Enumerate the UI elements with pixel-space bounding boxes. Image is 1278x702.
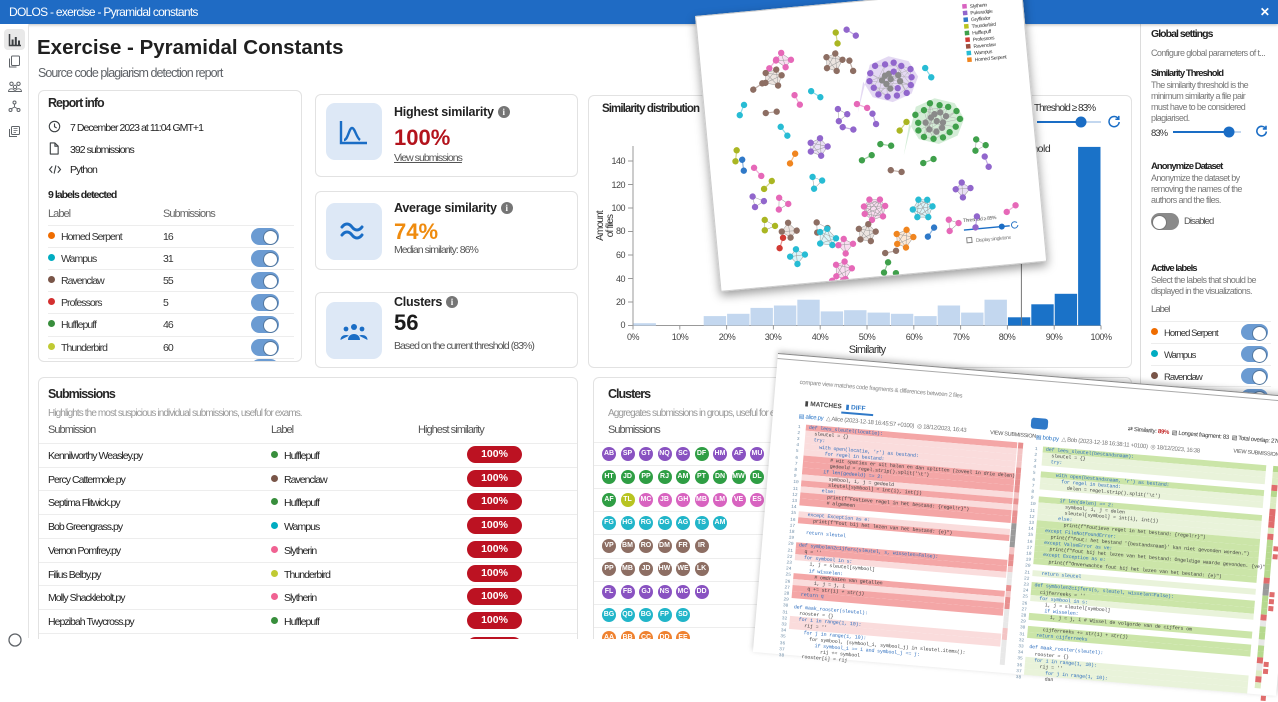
svg-text:Ravenclaw: Ravenclaw — [973, 42, 996, 50]
svg-text:90%: 90% — [1046, 332, 1063, 342]
svg-text:Display singletons: Display singletons — [975, 235, 1011, 244]
svg-text:0: 0 — [620, 320, 625, 330]
svg-text:Pukwudgie: Pukwudgie — [970, 9, 993, 17]
svg-text:Thunderbird: Thunderbird — [971, 22, 996, 30]
svg-text:80%: 80% — [999, 332, 1016, 342]
svg-text:Amount: Amount — [595, 210, 606, 241]
svg-text:Professors: Professors — [972, 35, 995, 43]
svg-text:10%: 10% — [672, 332, 689, 342]
svg-text:30%: 30% — [765, 332, 782, 342]
svg-text:40%: 40% — [812, 332, 829, 342]
svg-text:120: 120 — [611, 180, 625, 190]
svg-text:of files: of files — [605, 214, 616, 237]
svg-text:Threshold ≥ 85%: Threshold ≥ 85% — [962, 215, 997, 224]
svg-text:20: 20 — [616, 297, 626, 307]
svg-text:100: 100 — [611, 203, 625, 213]
svg-text:20%: 20% — [719, 332, 736, 342]
svg-text:Slytherin: Slytherin — [969, 2, 987, 10]
svg-text:60%: 60% — [906, 332, 923, 342]
svg-text:70%: 70% — [953, 332, 970, 342]
svg-text:140: 140 — [611, 156, 625, 166]
svg-text:Gryffindor: Gryffindor — [970, 15, 990, 23]
svg-text:40: 40 — [616, 274, 626, 284]
svg-text:60: 60 — [616, 250, 626, 260]
svg-text:100%: 100% — [1090, 332, 1112, 342]
svg-text:50%: 50% — [859, 332, 876, 342]
svg-text:80: 80 — [616, 226, 626, 236]
svg-text:Similarity: Similarity — [849, 344, 887, 356]
svg-text:Hufflepuff: Hufflepuff — [972, 29, 992, 37]
svg-text:0%: 0% — [627, 332, 640, 342]
svg-text:Horned Serpent: Horned Serpent — [974, 54, 1007, 63]
svg-text:Wampus: Wampus — [973, 49, 992, 57]
